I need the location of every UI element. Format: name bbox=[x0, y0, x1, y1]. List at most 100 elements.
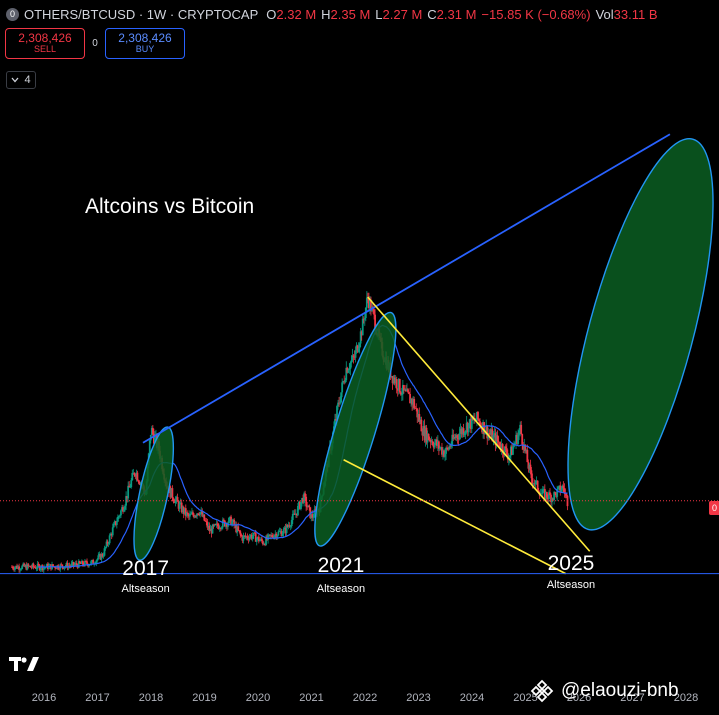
candle-body bbox=[27, 564, 30, 567]
candle-body bbox=[289, 526, 292, 527]
candle-body bbox=[248, 537, 251, 540]
candle-body bbox=[63, 567, 66, 569]
candle-body bbox=[212, 524, 215, 527]
buy-button[interactable]: 2,308,426 BUY bbox=[105, 28, 185, 59]
candle-body bbox=[176, 497, 179, 502]
candle-body bbox=[222, 519, 225, 521]
candle-body bbox=[532, 483, 535, 485]
candle-body bbox=[124, 505, 126, 510]
candle-body bbox=[311, 514, 314, 518]
indicators-toggle[interactable]: 4 bbox=[6, 71, 36, 89]
candle-body bbox=[563, 488, 566, 494]
candle-body bbox=[408, 392, 410, 395]
candle-body bbox=[261, 538, 263, 542]
candle-body bbox=[349, 362, 352, 369]
sell-button[interactable]: 2,308,426 SELL bbox=[5, 28, 85, 59]
symbol-title[interactable]: OTHERS/BTCUSD · 1W · CRYPTOCAP bbox=[24, 6, 259, 22]
candle-body bbox=[242, 535, 245, 541]
candle-body bbox=[211, 524, 214, 534]
candle-body bbox=[463, 432, 466, 435]
candle-body bbox=[350, 360, 353, 363]
candle-body bbox=[555, 492, 558, 497]
candle-body bbox=[71, 561, 74, 564]
candle-body bbox=[74, 563, 77, 565]
candle-body bbox=[373, 309, 375, 315]
candle-body bbox=[404, 389, 406, 391]
candle-body bbox=[221, 519, 224, 528]
candle-body bbox=[560, 489, 563, 492]
sell-label: SELL bbox=[33, 44, 57, 55]
candle-body bbox=[286, 525, 289, 527]
candle-body bbox=[283, 527, 286, 530]
candle-body bbox=[288, 525, 291, 527]
ohlc-key: L bbox=[375, 6, 383, 22]
candle-body bbox=[20, 568, 23, 570]
altseason-ellipse-2021 bbox=[314, 311, 397, 547]
last-price-tag: 0 bbox=[709, 501, 719, 515]
candle-body bbox=[256, 536, 259, 539]
candle-body bbox=[229, 516, 231, 518]
candle-body bbox=[452, 434, 455, 439]
candle-body bbox=[492, 434, 495, 442]
candle-body bbox=[524, 444, 527, 452]
wedge-upper-line bbox=[367, 296, 591, 552]
candle-body bbox=[284, 527, 287, 534]
candle-body bbox=[85, 560, 87, 562]
candle-body bbox=[395, 379, 398, 389]
candle-body bbox=[86, 561, 88, 565]
candle-body bbox=[178, 503, 181, 509]
candle-body bbox=[313, 509, 316, 518]
candle-body bbox=[413, 399, 416, 408]
candle-body bbox=[528, 464, 531, 469]
spread-value: 0 bbox=[92, 38, 98, 49]
candle-body bbox=[465, 422, 468, 431]
candle-body bbox=[526, 449, 529, 463]
symbol-icon[interactable]: 0 bbox=[6, 7, 19, 21]
candle-body bbox=[417, 413, 420, 418]
candle-body bbox=[133, 472, 136, 476]
candle-body bbox=[537, 490, 540, 493]
candle-body bbox=[73, 564, 76, 566]
candle-body bbox=[218, 528, 221, 530]
candle-body bbox=[251, 535, 254, 539]
candle-body bbox=[414, 407, 417, 409]
candle-body bbox=[137, 480, 140, 482]
candle-body bbox=[135, 472, 138, 477]
candle-body bbox=[205, 521, 208, 522]
candle-body bbox=[309, 507, 312, 519]
candle-body bbox=[496, 435, 499, 442]
candle-body bbox=[233, 519, 236, 526]
candle-body bbox=[259, 538, 262, 541]
candle-body bbox=[100, 554, 103, 560]
ohlc-item: C2.31 M bbox=[427, 7, 476, 22]
candle-body bbox=[29, 565, 32, 568]
candle-body bbox=[177, 501, 180, 509]
candle-body bbox=[206, 521, 209, 528]
candle-body bbox=[435, 439, 438, 446]
candle-body bbox=[410, 398, 412, 404]
candle-body bbox=[359, 331, 362, 344]
candle-body bbox=[84, 560, 86, 566]
candle-body bbox=[119, 515, 121, 517]
ohlc-item: L2.27 M bbox=[375, 7, 422, 22]
ohlc-item: Vol33.11 B bbox=[596, 7, 658, 22]
candle-body bbox=[127, 485, 130, 499]
binance-icon bbox=[530, 679, 554, 703]
tradingview-logo[interactable] bbox=[9, 655, 41, 673]
candle-body bbox=[237, 526, 240, 531]
candle-body bbox=[28, 565, 31, 567]
candle-body bbox=[209, 528, 212, 532]
candle-body bbox=[299, 501, 301, 509]
candle-body bbox=[39, 568, 42, 571]
candle-body bbox=[494, 433, 497, 446]
candle-body bbox=[91, 560, 94, 562]
candle-body bbox=[199, 512, 202, 515]
candle-body bbox=[238, 530, 241, 532]
ohlc-key: H bbox=[321, 6, 331, 22]
candle-body bbox=[351, 355, 354, 361]
candle-body bbox=[511, 446, 513, 455]
candle-body bbox=[495, 435, 498, 446]
candle-body bbox=[118, 516, 120, 517]
candle-body bbox=[110, 533, 113, 536]
